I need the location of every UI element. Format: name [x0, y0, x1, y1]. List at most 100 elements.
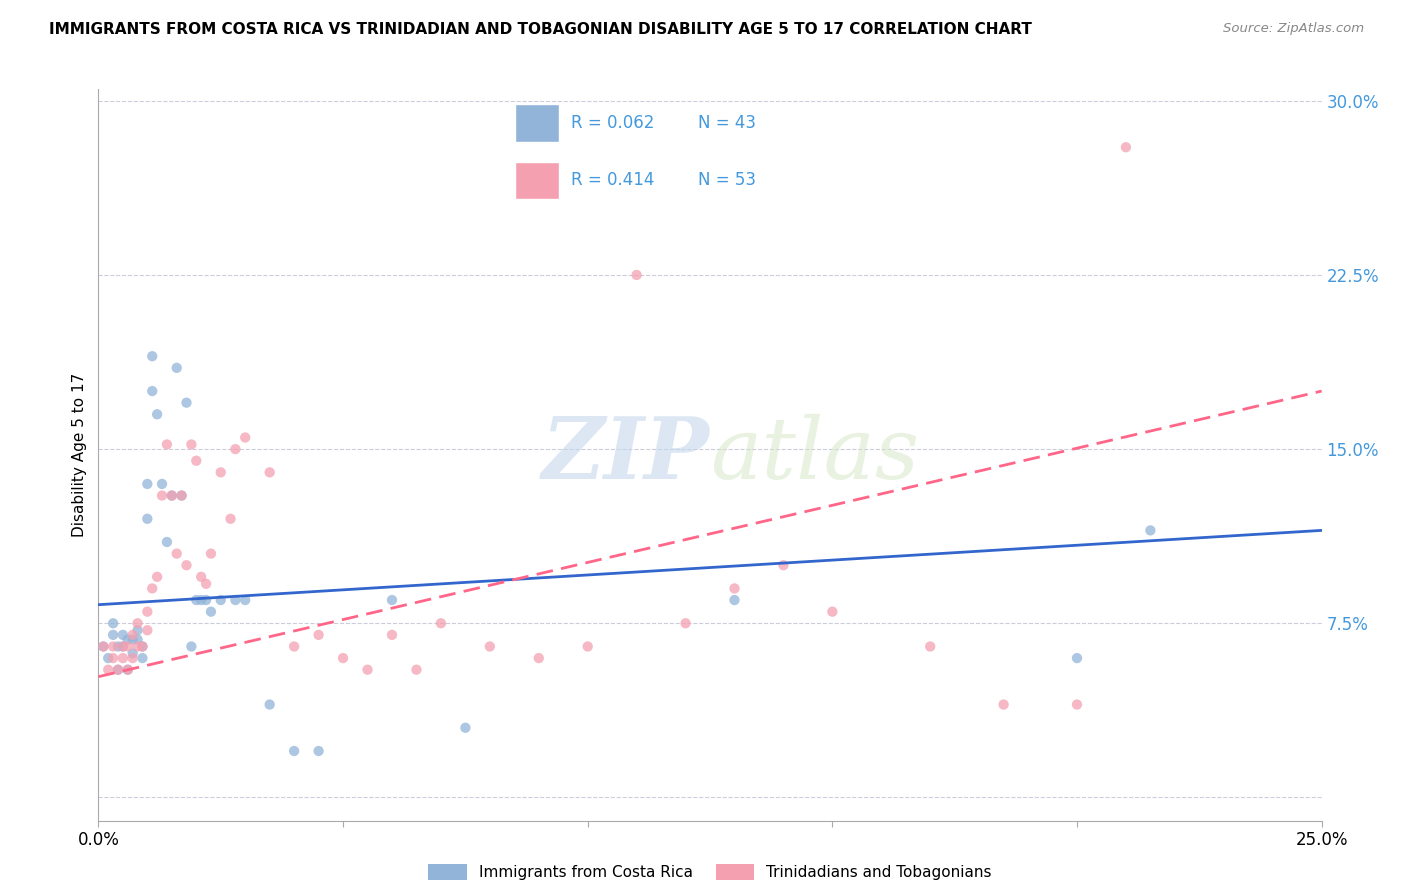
Point — [259, 698, 281, 712]
Text: ZIP: ZIP — [543, 413, 710, 497]
Point — [156, 437, 179, 451]
Point — [259, 466, 281, 480]
Point — [200, 547, 222, 561]
Point — [381, 593, 404, 607]
Text: R = 0.062: R = 0.062 — [571, 114, 654, 132]
Point — [626, 268, 648, 282]
Point — [176, 395, 198, 409]
Point — [381, 628, 404, 642]
Point — [170, 489, 193, 503]
Point — [121, 628, 143, 642]
Point — [160, 489, 183, 503]
Point — [332, 651, 354, 665]
Point — [1066, 698, 1088, 712]
Point — [121, 647, 143, 661]
Point — [920, 640, 942, 654]
Point — [136, 512, 159, 526]
Point — [150, 489, 173, 503]
Point — [150, 477, 173, 491]
Point — [117, 640, 139, 654]
Point — [308, 628, 330, 642]
Point — [308, 744, 330, 758]
Y-axis label: Disability Age 5 to 17: Disability Age 5 to 17 — [72, 373, 87, 537]
Point — [97, 663, 120, 677]
Point — [186, 454, 208, 468]
Point — [160, 489, 183, 503]
Point — [127, 616, 149, 631]
Point — [190, 570, 212, 584]
Point — [101, 628, 124, 642]
Point — [141, 349, 163, 363]
Point — [723, 582, 745, 596]
Point — [195, 576, 218, 591]
Point — [576, 640, 599, 654]
Point — [107, 663, 129, 677]
Point — [101, 640, 124, 654]
Point — [141, 384, 163, 398]
Point — [209, 593, 232, 607]
Point — [117, 663, 139, 677]
Point — [195, 593, 218, 607]
Point — [127, 632, 149, 647]
Point — [180, 640, 202, 654]
Bar — [516, 104, 558, 142]
Point — [121, 632, 143, 647]
Point — [190, 593, 212, 607]
Point — [1066, 651, 1088, 665]
Text: Source: ZipAtlas.com: Source: ZipAtlas.com — [1223, 22, 1364, 36]
Point — [101, 616, 124, 631]
Point — [233, 593, 256, 607]
Text: atlas: atlas — [710, 414, 920, 496]
Point — [91, 640, 114, 654]
Point — [356, 663, 378, 677]
Text: N = 53: N = 53 — [697, 171, 756, 189]
Point — [107, 663, 129, 677]
Point — [166, 360, 188, 375]
Point — [136, 624, 159, 638]
Point — [131, 640, 153, 654]
Point — [111, 640, 134, 654]
Point — [821, 605, 844, 619]
Point — [91, 640, 114, 654]
Point — [180, 437, 202, 451]
Point — [127, 640, 149, 654]
Point — [478, 640, 501, 654]
Point — [209, 466, 232, 480]
Text: R = 0.414: R = 0.414 — [571, 171, 654, 189]
Point — [117, 632, 139, 647]
Point — [405, 663, 427, 677]
Point — [527, 651, 550, 665]
Point — [111, 651, 134, 665]
Point — [136, 605, 159, 619]
Point — [107, 640, 129, 654]
Point — [146, 407, 169, 421]
Point — [993, 698, 1015, 712]
Point — [1139, 524, 1161, 538]
Legend: Immigrants from Costa Rica, Trinidadians and Tobagonians: Immigrants from Costa Rica, Trinidadians… — [422, 858, 998, 886]
Point — [723, 593, 745, 607]
Point — [136, 477, 159, 491]
Point — [454, 721, 477, 735]
Point — [141, 582, 163, 596]
Point — [101, 651, 124, 665]
Point — [430, 616, 453, 631]
Point — [772, 558, 794, 573]
Point — [166, 547, 188, 561]
Point — [675, 616, 697, 631]
Point — [186, 593, 208, 607]
Point — [117, 663, 139, 677]
Point — [156, 535, 179, 549]
Point — [219, 512, 242, 526]
Point — [233, 430, 256, 444]
Point — [111, 628, 134, 642]
Point — [224, 442, 246, 456]
Point — [170, 489, 193, 503]
Point — [200, 605, 222, 619]
Point — [97, 651, 120, 665]
Point — [224, 593, 246, 607]
Point — [1115, 140, 1137, 154]
Bar — [516, 161, 558, 199]
Point — [111, 640, 134, 654]
Point — [176, 558, 198, 573]
Point — [121, 651, 143, 665]
